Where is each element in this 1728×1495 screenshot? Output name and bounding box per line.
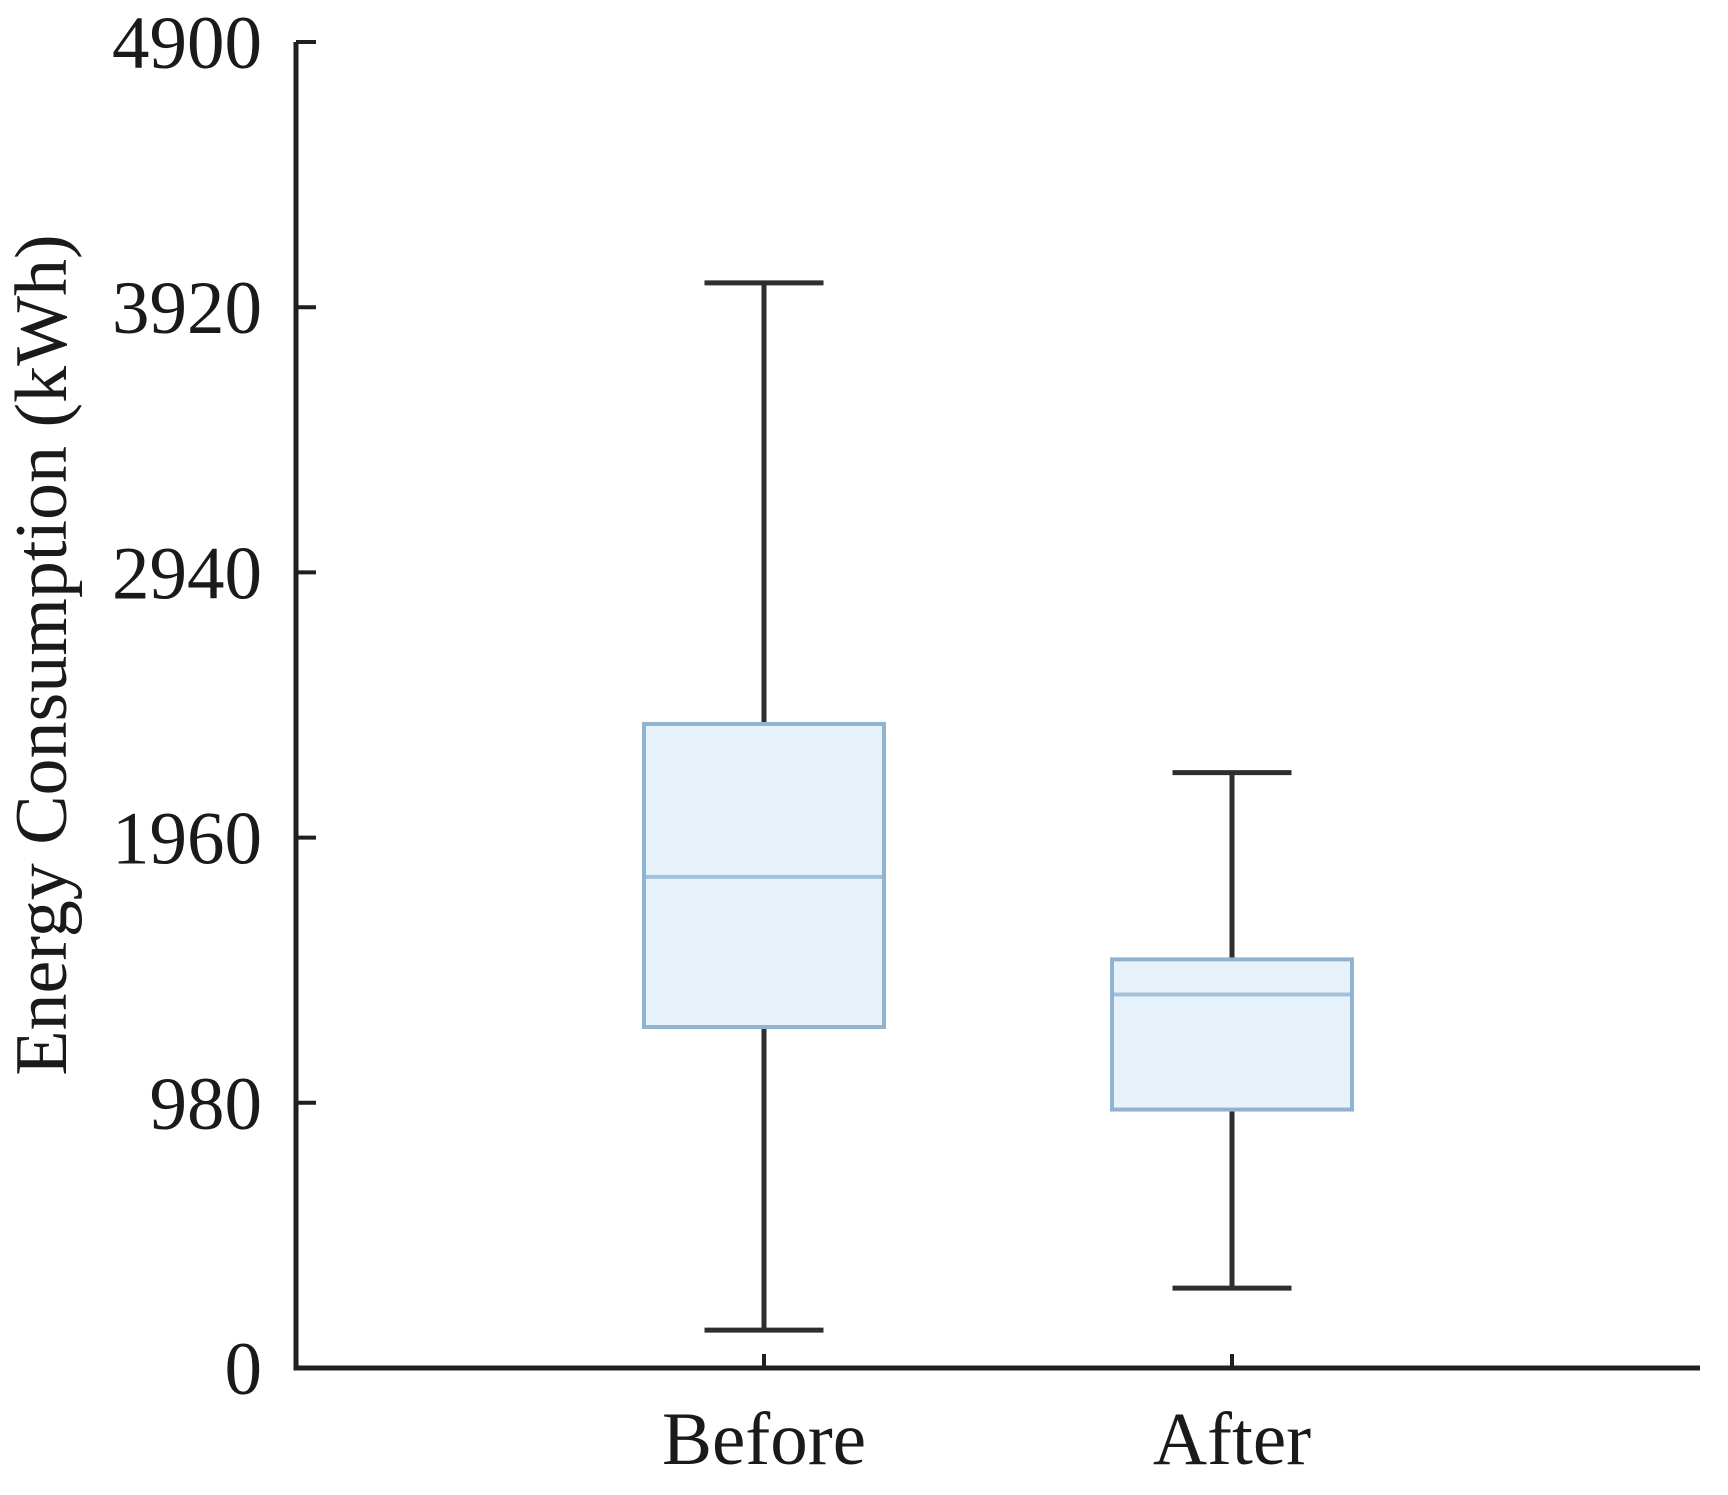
y-tick-label: 980 [150, 1063, 263, 1146]
y-tick-label: 2940 [112, 532, 262, 615]
y-tick-label: 1960 [112, 798, 262, 881]
x-category-label: Before [662, 1398, 866, 1481]
y-axis-title: Energy Consumption (kWh) [1, 234, 83, 1075]
plot-layer: 0 980 1960 2940 3920 4900 Before After [112, 2, 1700, 1481]
boxplot-box [1110, 957, 1354, 1112]
y-tick-label: 4900 [112, 2, 262, 85]
y-tick-label: 3920 [112, 267, 262, 350]
y-tick-label: 0 [225, 1328, 263, 1411]
x-category-label: After [1153, 1398, 1311, 1481]
